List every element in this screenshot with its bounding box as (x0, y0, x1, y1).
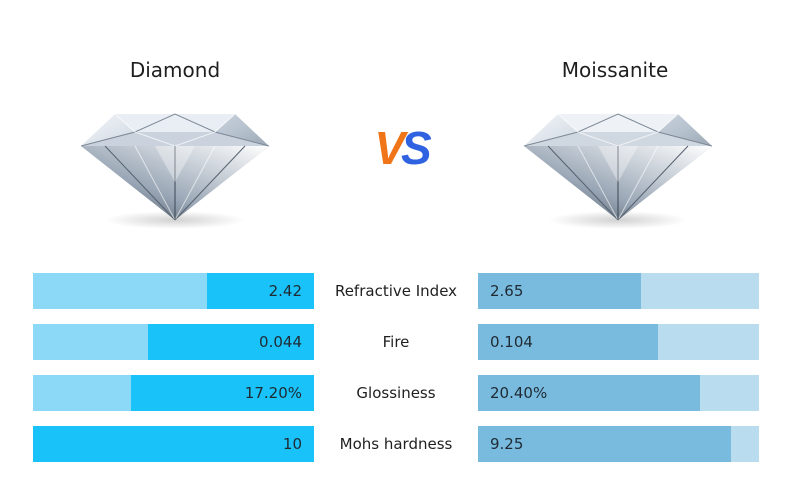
diamond-bar-fill (148, 324, 314, 360)
moissanite-bar: 9.25 (478, 426, 759, 462)
moissanite-value: 2.65 (490, 282, 524, 300)
property-label: Mohs hardness (339, 435, 453, 453)
diamond-value: 17.20% (244, 384, 302, 402)
diamond-bar: 2.42 (33, 273, 314, 309)
comparison-row: 17.20% Glossiness 20.40% (0, 375, 800, 411)
diamond-bar: 0.044 (33, 324, 314, 360)
property-label: Glossiness (356, 384, 436, 402)
moissanite-value: 0.104 (490, 333, 533, 351)
moissanite-image (523, 113, 713, 229)
diamond-value: 0.044 (259, 333, 302, 351)
comparison-row: 2.42 Refractive Index 2.65 (0, 273, 800, 309)
vs-logo: VS (374, 122, 436, 174)
diamond-bar-fill (33, 426, 314, 462)
moissanite-bar-fill (478, 426, 731, 462)
diamond-value: 2.42 (268, 282, 302, 300)
diamond-bar-fill (207, 273, 314, 309)
moissanite-title: Moissanite (561, 58, 669, 82)
diamond-image (80, 113, 270, 229)
moissanite-bar-fill (478, 324, 658, 360)
moissanite-bar: 0.104 (478, 324, 759, 360)
moissanite-value: 20.40% (490, 384, 548, 402)
moissanite-bar-fill (478, 375, 700, 411)
diamond-bar: 17.20% (33, 375, 314, 411)
diamond-value: 10 (282, 435, 302, 453)
comparison-row: 0.044 Fire 0.104 (0, 324, 800, 360)
moissanite-bar: 20.40% (478, 375, 759, 411)
diamond-bar-fill (131, 375, 314, 411)
moissanite-bar: 2.65 (478, 273, 759, 309)
property-label: Fire (382, 333, 410, 351)
property-label: Refractive Index (334, 282, 458, 300)
moissanite-bar-fill (478, 273, 641, 309)
comparison-row: 10 Mohs hardness 9.25 (0, 426, 800, 462)
moissanite-value: 9.25 (490, 435, 524, 453)
diamond-title: Diamond (129, 58, 221, 82)
vs-text: VS (374, 122, 432, 174)
diamond-bar: 10 (33, 426, 314, 462)
